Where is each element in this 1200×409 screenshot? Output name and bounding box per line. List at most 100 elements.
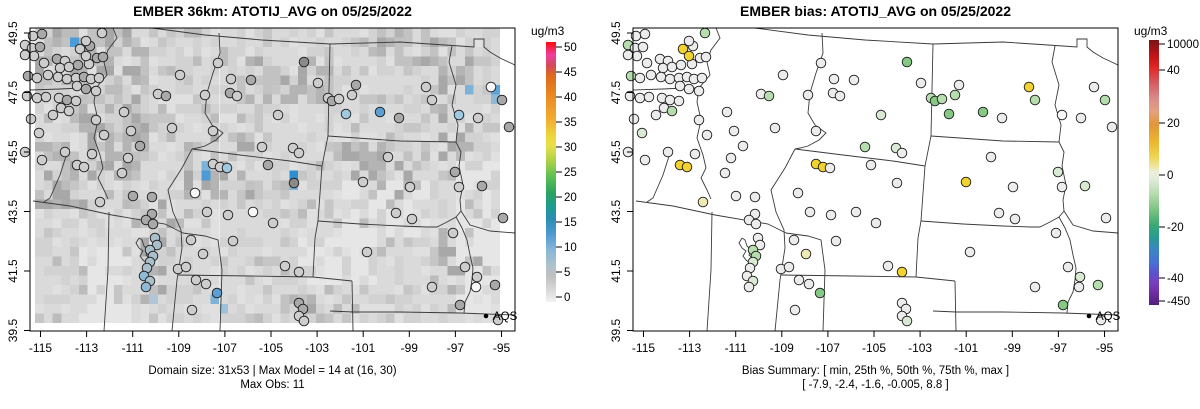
raster-cell <box>342 47 351 57</box>
station-marker <box>749 191 761 203</box>
raster-cell <box>342 246 351 257</box>
raster-cell <box>254 94 264 105</box>
raster-cell <box>429 180 439 190</box>
raster-cell <box>306 28 316 38</box>
station-marker <box>743 281 755 293</box>
raster-cell <box>333 170 343 181</box>
raster-cell <box>61 189 71 200</box>
raster-cell <box>122 180 132 190</box>
station-marker <box>1099 94 1111 106</box>
raster-cell <box>35 104 44 114</box>
raster-cell <box>350 294 360 304</box>
raster-cell <box>350 189 360 200</box>
raster-cell <box>166 161 176 171</box>
state-border-line <box>932 310 1119 316</box>
raster-cell <box>438 294 448 304</box>
raster-cell <box>236 313 246 323</box>
raster-cell <box>96 218 106 228</box>
raster-cell <box>131 246 141 257</box>
raster-cell <box>464 113 474 124</box>
station-marker <box>643 91 655 103</box>
raster-cell <box>113 28 123 38</box>
raster-cell <box>350 265 360 276</box>
raster-cell <box>105 265 114 276</box>
raster-cell <box>35 284 44 295</box>
raster-cell <box>210 28 220 38</box>
raster-cell <box>429 246 439 257</box>
raster-cell <box>184 180 193 190</box>
raster-cell <box>175 218 185 228</box>
raster-cell <box>306 113 316 124</box>
station-marker <box>185 234 197 246</box>
raster-cell <box>245 237 255 247</box>
raster-cell <box>245 47 255 57</box>
station-marker <box>374 106 386 118</box>
raster-cell <box>52 132 62 143</box>
raster-cell <box>219 66 229 76</box>
raster-cell <box>403 170 413 181</box>
raster-cell <box>289 284 299 295</box>
raster-cell <box>280 208 290 219</box>
raster-cell <box>61 161 71 171</box>
raster-cell <box>403 132 413 143</box>
raster-cell <box>315 180 325 190</box>
raster-cell <box>140 180 150 190</box>
raster-cell <box>403 246 413 257</box>
station-marker <box>943 108 955 120</box>
raster-cell <box>210 303 220 314</box>
station-marker <box>485 81 497 93</box>
raster-cell <box>342 94 351 105</box>
state-border-line <box>706 211 713 332</box>
raster-cell <box>403 142 413 152</box>
station-markers-layer <box>19 27 1118 327</box>
x-axis-tick-label: -99 <box>1004 341 1022 355</box>
raster-cell <box>184 123 193 133</box>
raster-cell <box>122 189 132 200</box>
raster-cell <box>359 284 369 295</box>
raster-cell <box>368 104 378 114</box>
raster-cell <box>210 246 220 257</box>
raster-cell <box>87 104 97 114</box>
raster-cell <box>359 132 369 143</box>
raster-cell <box>245 113 255 124</box>
raster-cell <box>473 256 483 266</box>
raster-cell <box>289 313 299 323</box>
raster-cell <box>228 189 237 200</box>
raster-cell <box>421 284 430 295</box>
raster-cell-water <box>219 303 229 314</box>
raster-cell <box>254 237 264 247</box>
x-axis-tick-label: -105 <box>862 341 886 355</box>
x-axis-tick-label: -111 <box>122 341 145 355</box>
raster-cell <box>43 151 53 162</box>
raster-cell <box>219 275 229 285</box>
raster-cell <box>421 313 430 323</box>
raster-cell <box>377 256 386 266</box>
raster-cell <box>175 104 185 114</box>
raster-cell <box>491 294 500 304</box>
raster-cell <box>298 275 307 285</box>
raster-cell <box>403 303 413 314</box>
raster-cell <box>473 265 483 276</box>
station-marker <box>631 50 643 62</box>
raster-cell <box>35 161 44 171</box>
raster-cell <box>394 265 404 276</box>
state-border-line <box>455 216 474 314</box>
colorbar-gradient <box>1149 40 1159 305</box>
raster-cell <box>70 151 79 162</box>
raster-cell <box>271 142 281 152</box>
right-panel-caption-line2: [ -7.9, -2.4, -1.6, -0.005, 8.8 ] <box>802 379 948 391</box>
raster-cell <box>192 246 202 257</box>
raster-cell <box>324 180 334 190</box>
raster-cell <box>263 256 272 266</box>
station-marker <box>472 112 484 124</box>
raster-cell <box>491 56 500 67</box>
raster-cell <box>236 151 246 162</box>
raster-cell <box>113 227 123 238</box>
raster-cell <box>228 66 237 76</box>
raster-cell <box>403 275 413 285</box>
raster-cell <box>394 218 404 228</box>
raster-cell <box>298 256 307 266</box>
raster-cell <box>306 170 316 181</box>
raster-cell <box>78 265 88 276</box>
raster-cell <box>78 104 88 114</box>
